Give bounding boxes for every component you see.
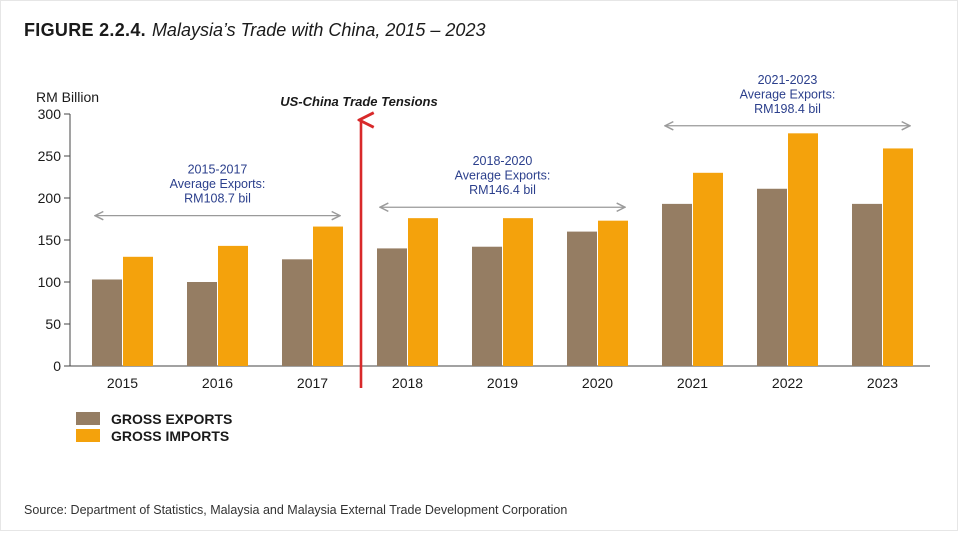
x-tick-label: 2019 <box>487 375 518 391</box>
period-annotation-text: 2015-2017 <box>188 163 248 177</box>
x-tick-label: 2021 <box>677 375 708 391</box>
imports-bar <box>123 256 153 366</box>
y-tick-label: 100 <box>38 274 62 290</box>
exports-bar <box>757 188 787 366</box>
imports-bar <box>883 148 913 366</box>
legend-label-exports: GROSS EXPORTS <box>111 411 232 427</box>
x-tick-label: 2015 <box>107 375 138 391</box>
exports-bar <box>662 203 692 366</box>
imports-bar <box>408 218 438 366</box>
figure-title: FIGURE 2.2.4. Malaysia’s Trade with China… <box>24 20 485 41</box>
imports-bar <box>693 172 723 366</box>
legend-swatch-exports <box>76 412 100 425</box>
x-tick-label: 2023 <box>867 375 898 391</box>
exports-bar <box>187 282 217 366</box>
x-tick-label: 2018 <box>392 375 423 391</box>
exports-bar <box>852 203 882 366</box>
y-tick-label: 150 <box>38 232 62 248</box>
imports-bar <box>313 226 343 366</box>
x-tick-label: 2016 <box>202 375 233 391</box>
legend-label-imports: GROSS IMPORTS <box>111 428 229 444</box>
y-tick-label: 200 <box>38 190 62 206</box>
imports-bar <box>788 133 818 366</box>
period-annotation-text: RM108.7 bil <box>184 192 251 206</box>
trade-tension-label: US-China Trade Tensions <box>280 94 437 109</box>
period-annotation-text: RM146.4 bil <box>469 183 536 197</box>
imports-bar <box>218 245 248 366</box>
y-tick-label: 50 <box>45 316 61 332</box>
exports-bar <box>567 231 597 366</box>
x-tick-label: 2020 <box>582 375 613 391</box>
period-annotation-text: 2021-2023 <box>758 73 818 87</box>
exports-bar <box>472 246 502 366</box>
exports-bar <box>92 279 122 366</box>
imports-bar <box>598 220 628 366</box>
y-tick-label: 300 <box>38 106 62 122</box>
figure-caption: Malaysia’s Trade with China, 2015 – 2023 <box>151 20 486 40</box>
period-annotation-text: Average Exports: <box>740 87 836 101</box>
exports-bar <box>282 259 312 366</box>
y-tick-label: 250 <box>38 148 62 164</box>
period-annotation-text: 2018-2020 <box>473 154 533 168</box>
exports-bar <box>377 248 407 366</box>
period-annotation-text: Average Exports: <box>170 177 266 191</box>
x-tick-label: 2022 <box>772 375 803 391</box>
imports-bar <box>503 218 533 366</box>
source-note: Source: Department of Statistics, Malays… <box>24 503 568 517</box>
legend-swatch-imports <box>76 429 100 442</box>
x-tick-label: 2017 <box>297 375 328 391</box>
y-tick-label: 0 <box>53 358 61 374</box>
figure-label: FIGURE 2.2.4. <box>24 20 146 40</box>
period-annotation-text: RM198.4 bil <box>754 102 821 116</box>
y-axis-label: RM Billion <box>36 89 99 105</box>
period-annotation-text: Average Exports: <box>455 169 551 183</box>
